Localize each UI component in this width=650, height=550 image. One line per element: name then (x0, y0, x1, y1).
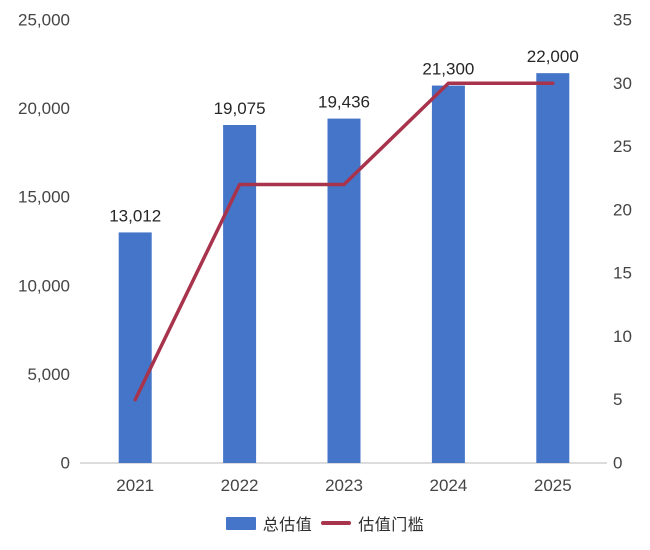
legend-label-total-valuation: 总估值 (262, 517, 313, 534)
right-axis-tick-10: 10 (613, 327, 632, 346)
right-axis-tick-0: 0 (613, 454, 622, 473)
line-series-swatch (321, 521, 352, 525)
right-axis-tick-30: 30 (613, 74, 632, 93)
left-axis-tick-15,000: 15,000 (18, 188, 70, 207)
legend-label-valuation-threshold: 估值门槛 (358, 517, 425, 534)
right-axis-tick-35: 35 (613, 11, 632, 30)
chart-legend: 总估值 估值门槛 (0, 508, 650, 538)
bar-value-label-2022: 19,075 (214, 99, 266, 118)
right-axis-tick-25: 25 (613, 137, 632, 156)
bar-value-label-2024: 21,300 (422, 60, 474, 79)
legend-item-total-valuation: 总估值 (225, 511, 313, 535)
bar-value-label-2021: 13,012 (109, 206, 161, 225)
bar-series-swatch (225, 516, 256, 530)
bar-value-label-2023: 19,436 (318, 93, 370, 112)
left-axis-tick-0: 0 (61, 454, 70, 473)
x-axis-label-2022: 2022 (221, 476, 259, 495)
left-axis-tick-25,000: 25,000 (18, 11, 70, 30)
left-axis-tick-20,000: 20,000 (18, 99, 70, 118)
threshold-line (133, 81, 555, 402)
bar-value-label-2025: 22,000 (527, 47, 579, 66)
bar-2023 (327, 118, 361, 463)
x-axis-label-2024: 2024 (429, 476, 467, 495)
left-axis-tick-5,000: 5,000 (27, 365, 70, 384)
left-axis-tick-10,000: 10,000 (18, 276, 70, 295)
x-axis-label-2025: 2025 (534, 476, 572, 495)
bar-2025 (536, 73, 570, 463)
legend-item-valuation-threshold: 估值门槛 (321, 511, 424, 535)
bar-2022 (223, 124, 257, 463)
right-axis-tick-20: 20 (613, 200, 632, 219)
right-axis-tick-15: 15 (613, 264, 632, 283)
x-axis-label-2023: 2023 (325, 476, 363, 495)
right-axis-tick-5: 5 (613, 390, 622, 409)
bar-2024 (431, 85, 465, 464)
x-axis-label-2021: 2021 (116, 476, 154, 495)
bar-2021 (118, 232, 152, 463)
